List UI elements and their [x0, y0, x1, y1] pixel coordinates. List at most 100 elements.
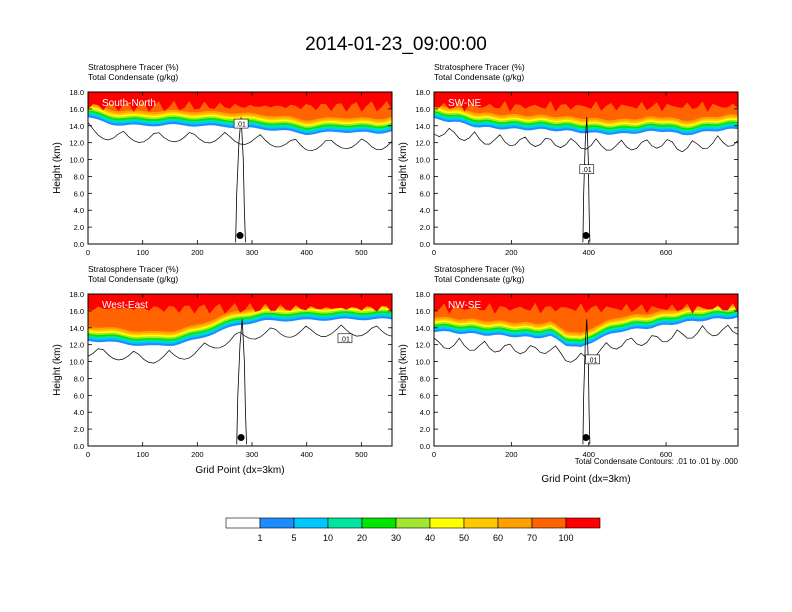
colorbar-label: 100 [558, 533, 573, 543]
condensate-contour-lower [434, 127, 738, 153]
location-marker [236, 232, 244, 240]
x-tick-label: 100 [136, 248, 149, 257]
condensate-contour [236, 319, 247, 445]
x-tick-label: 200 [191, 248, 204, 257]
x-tick-label: 300 [246, 450, 259, 459]
colorbar-swatch [497, 517, 533, 529]
y-tick-label: 16.0 [415, 307, 430, 316]
panel-label: South-North [102, 98, 156, 109]
colorbar-swatch [463, 517, 499, 529]
y-tick-label: 8.0 [74, 374, 84, 383]
y-tick-label: 6.0 [74, 391, 84, 400]
panel-title: Stratosphere Tracer (%) [88, 264, 179, 274]
x-tick-label: 600 [660, 450, 673, 459]
y-tick-label: 12.0 [69, 139, 84, 148]
colorbar-swatch [429, 517, 465, 529]
colorbar: 1 5 10 20 30 40 50 60 70 100 [225, 517, 601, 543]
contour-label: .01 [588, 357, 598, 364]
x-tick-label: 0 [432, 450, 436, 459]
condensate-contour [235, 117, 246, 243]
condensate-contour-lower [88, 122, 392, 152]
colorbar-label: 50 [459, 533, 469, 543]
colorbar-label: 1 [257, 533, 262, 543]
contour-label-box [337, 333, 353, 344]
plot-frame [87, 293, 393, 447]
y-tick-label: 16.0 [415, 105, 430, 114]
location-marker [582, 434, 590, 442]
x-tick-label: 500 [355, 248, 368, 257]
plot-frame [433, 91, 739, 245]
colorbar-swatch [225, 517, 261, 529]
colorbar-swatch [565, 517, 601, 529]
y-tick-label: 18.0 [415, 88, 430, 97]
contour-label-box [585, 354, 600, 365]
y-tick-label: 14.0 [415, 122, 430, 131]
y-tick-label: 0.0 [420, 240, 430, 249]
y-tick-label: 4.0 [420, 408, 430, 417]
y-tick-label: 10.0 [69, 156, 84, 165]
y-tick-label: 2.0 [74, 223, 84, 232]
panel-1: .01 South-North Stratosphere Tracer (%)Tot… [52, 62, 393, 257]
tracer-level-100 [434, 92, 738, 112]
contour-footnote: Total Condensate Contours: .01 to .01 by… [575, 457, 739, 466]
x-tick-label: 500 [355, 450, 368, 459]
x-tick-label: 200 [191, 450, 204, 459]
colorbar-swatch [361, 517, 397, 529]
y-tick-label: 16.0 [69, 105, 84, 114]
y-tick-label: 10.0 [415, 156, 430, 165]
y-axis-label: Height (km) [52, 344, 63, 396]
contour-label-box [579, 164, 595, 174]
condensate-contour [582, 319, 591, 445]
panel-title: Stratosphere Tracer (%) [434, 264, 525, 274]
panel-label: NW-SE [448, 300, 481, 311]
y-tick-label: 12.0 [415, 139, 430, 148]
tracer-level-100 [434, 294, 738, 314]
y-tick-label: 2.0 [74, 425, 84, 434]
y-axis-label: Height (km) [398, 344, 409, 396]
x-tick-label: 200 [505, 248, 518, 257]
y-tick-label: 14.0 [69, 324, 84, 333]
colorbar-swatch [259, 517, 295, 529]
x-tick-label: 0 [86, 450, 90, 459]
y-tick-label: 8.0 [420, 172, 430, 181]
colorbar-swatch [293, 517, 329, 529]
colorbar-label: 70 [527, 533, 537, 543]
contour-label: .01 [340, 336, 350, 343]
panel-subtitle: Total Condensate (g/kg) [434, 72, 524, 82]
x-axis-label: Grid Point (dx=3km) [195, 465, 284, 476]
x-tick-label: 400 [582, 450, 595, 459]
contour-label: .01 [582, 167, 592, 174]
y-tick-label: 6.0 [74, 189, 84, 198]
x-tick-label: 400 [300, 450, 313, 459]
colorbar-label: 60 [493, 533, 503, 543]
y-axis-label: Height (km) [52, 142, 63, 194]
plot-area [88, 92, 392, 244]
x-tick-label: 200 [505, 450, 518, 459]
panel-subtitle: Total Condensate (g/kg) [88, 72, 178, 82]
location-marker [237, 434, 245, 442]
panel-label: SW-NE [448, 98, 481, 109]
y-axis-label: Height (km) [398, 142, 409, 194]
y-tick-label: 14.0 [415, 324, 430, 333]
panel-subtitle: Total Condensate (g/kg) [434, 274, 524, 284]
y-tick-label: 6.0 [420, 391, 430, 400]
condensate-contour [582, 117, 591, 243]
plot-frame [87, 91, 393, 245]
plot-area [434, 92, 738, 244]
y-tick-label: 12.0 [69, 341, 84, 350]
y-tick-label: 0.0 [74, 240, 84, 249]
panel-subtitle: Total Condensate (g/kg) [88, 274, 178, 284]
y-tick-label: 12.0 [415, 341, 430, 350]
figure-title: 2014-01-23_09:00:00 [305, 34, 487, 55]
y-tick-label: 0.0 [74, 442, 84, 451]
panel-label: West-East [102, 300, 148, 311]
x-tick-label: 300 [246, 248, 259, 257]
x-tick-label: 100 [136, 450, 149, 459]
y-tick-label: 18.0 [69, 88, 84, 97]
x-tick-label: 0 [86, 248, 90, 257]
colorbar-label: 30 [391, 533, 401, 543]
condensate-contour-lower [88, 324, 392, 364]
